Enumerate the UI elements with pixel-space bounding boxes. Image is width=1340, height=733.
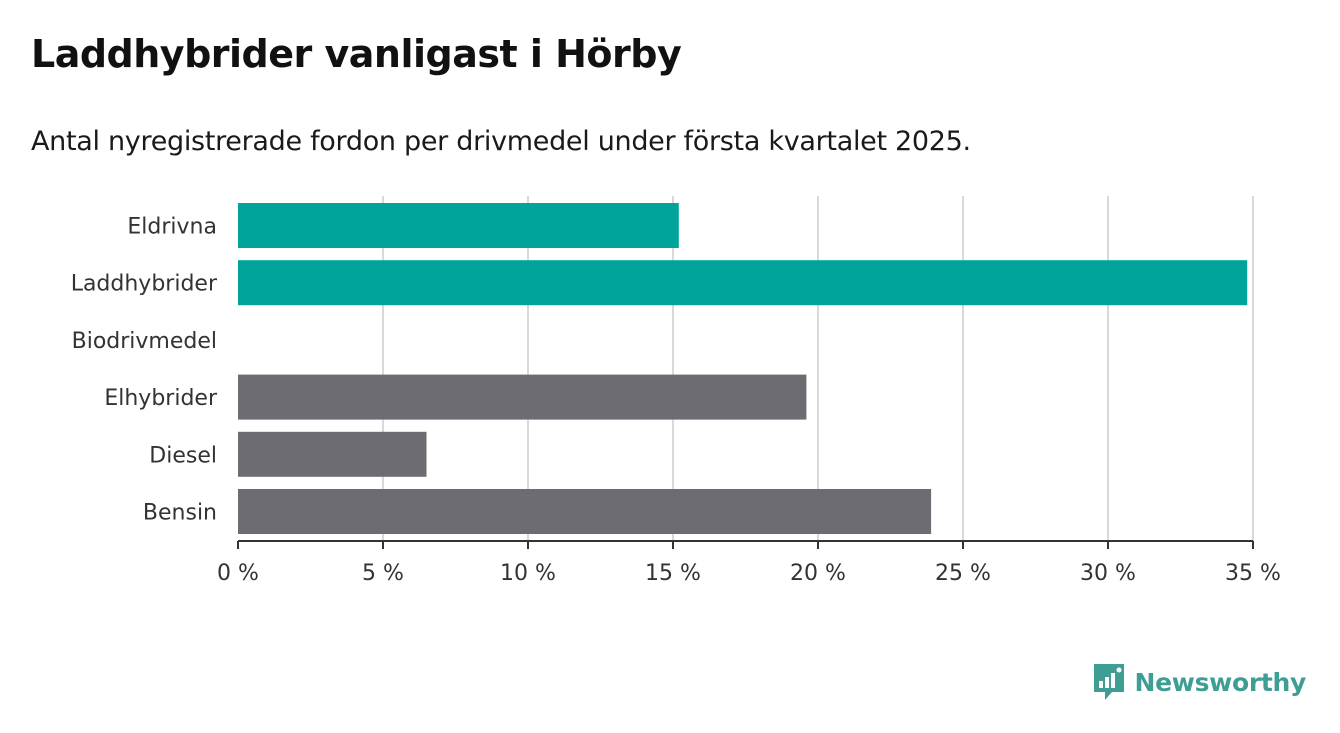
category-labels: Eldrivna Laddhybrider Biodrivmedel Elhybrid… (71, 215, 218, 526)
x-tick-label: 20 % (790, 561, 846, 586)
x-tick-label: 0 % (217, 561, 259, 586)
brand-logo: Newsworthy (1092, 662, 1307, 702)
category-label: Laddhybrider (71, 272, 218, 297)
x-tick-label: 15 % (645, 561, 701, 586)
bars (238, 203, 1248, 534)
chart-subtitle: Antal nyregistrerade fordon per drivmede… (31, 126, 971, 157)
category-label: Elhybrider (104, 386, 218, 411)
bar-diesel (238, 431, 427, 477)
category-label: Biodrivmedel (72, 329, 217, 354)
category-label: Bensin (143, 501, 217, 526)
category-label: Diesel (149, 443, 217, 468)
x-tick-label: 10 % (500, 561, 556, 586)
brand-name: Newsworthy (1134, 667, 1307, 697)
bar-eldrivna (238, 203, 679, 248)
bar-elhybrider (238, 374, 807, 420)
x-tick-label: 35 % (1225, 561, 1281, 586)
x-axis: 0 % 5 % 10 % 15 % 20 % 25 % 30 % 35 % (217, 540, 1281, 586)
x-tick-label: 30 % (1080, 561, 1136, 586)
chart-title: Laddhybrider vanligast i Hörby (31, 32, 682, 76)
bar-bensin (238, 489, 932, 534)
bar-chart: 0 % 5 % 10 % 15 % 20 % 25 % 30 % 35 % Eldrivna L… (71, 196, 1281, 586)
x-tick-label: 5 % (362, 561, 404, 586)
grid-lines (382, 196, 1254, 541)
x-tick-label: 25 % (935, 561, 991, 586)
category-label: Eldrivna (127, 215, 217, 240)
newsworthy-logo-icon (1093, 664, 1124, 700)
bar-laddhybrider (238, 260, 1248, 306)
